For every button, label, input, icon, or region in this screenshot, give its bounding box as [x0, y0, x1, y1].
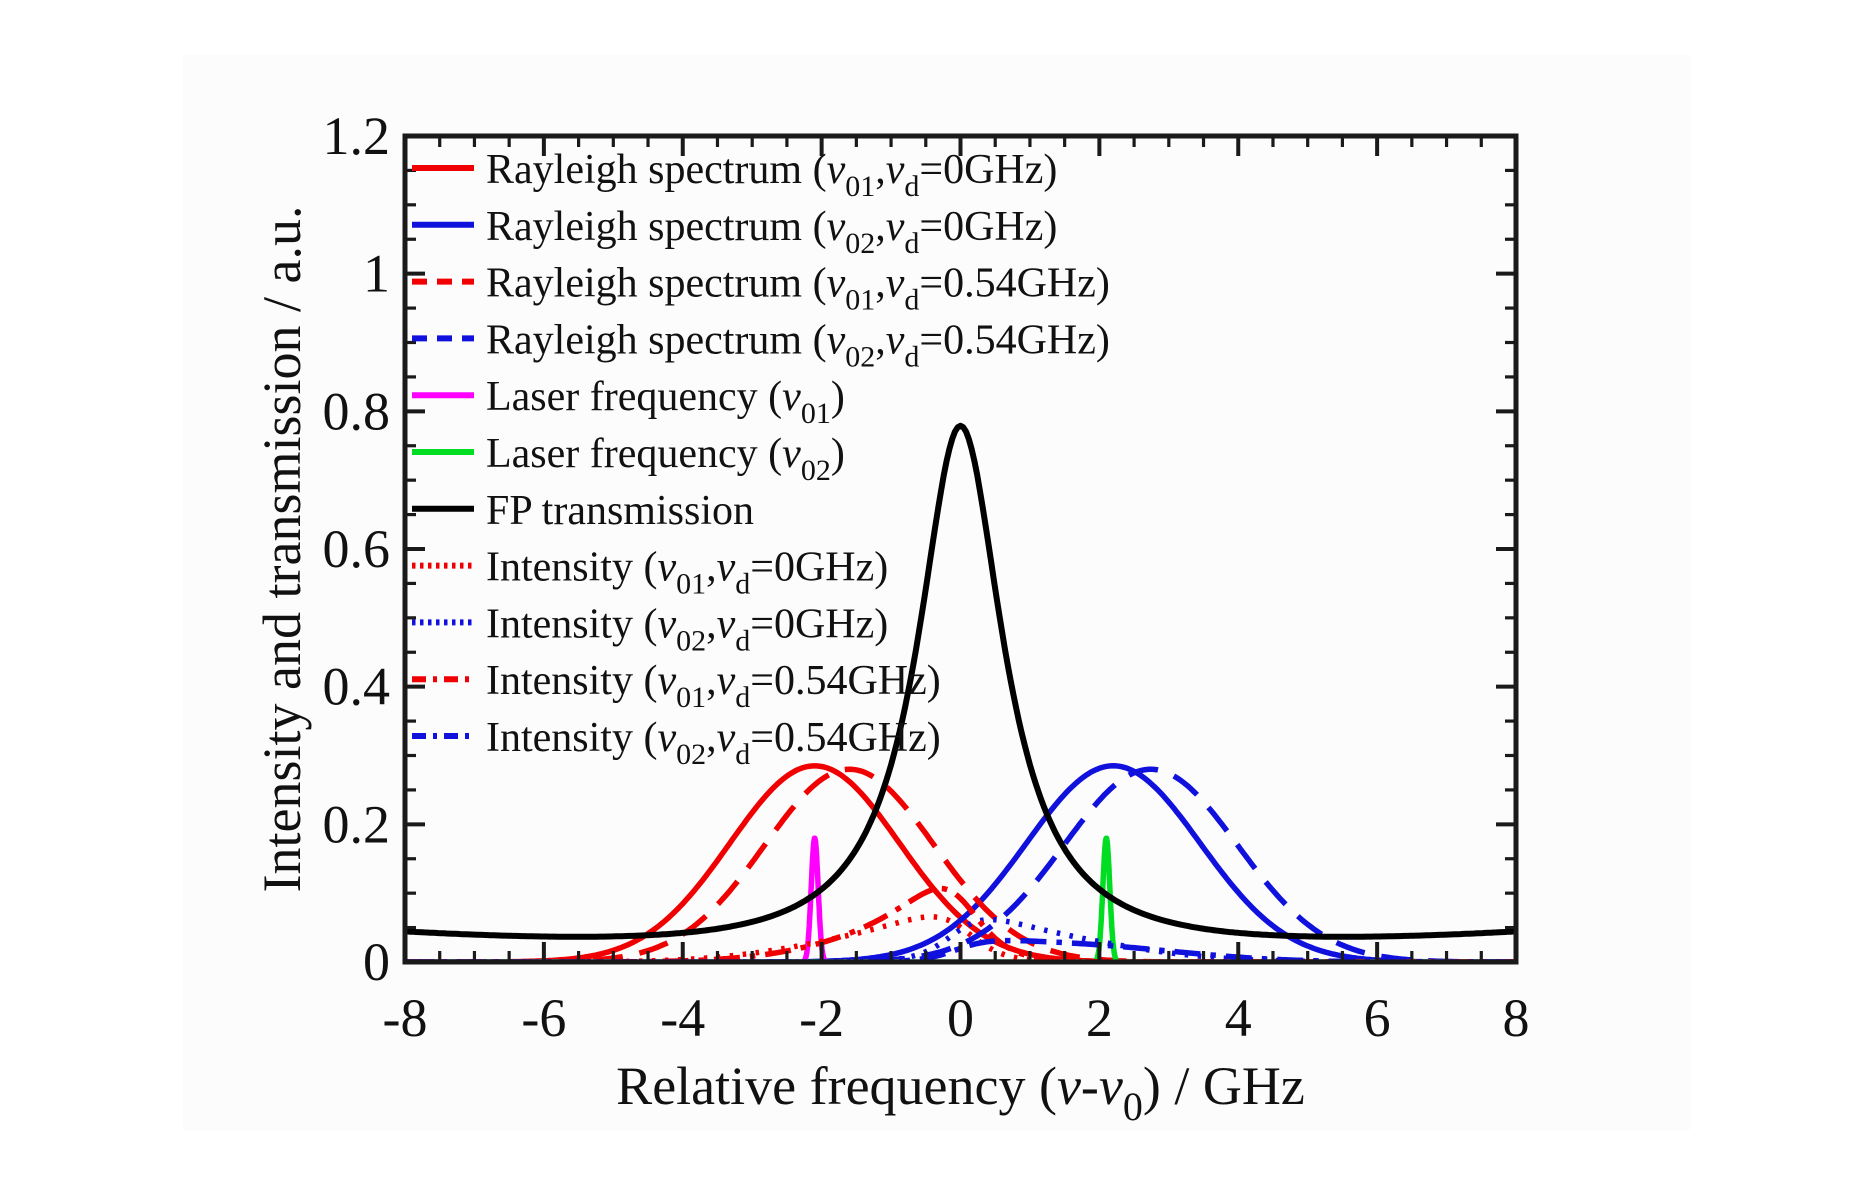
legend-label: Rayleigh spectrum (ν01,νd=0.54GHz) — [486, 261, 1110, 317]
legend: Rayleigh spectrum (ν01,νd=0GHz)Rayleigh … — [412, 147, 1110, 771]
legend-entry: Rayleigh spectrum (ν02,νd=0GHz) — [412, 204, 1057, 260]
legend-entry: Laser frequency (ν02) — [412, 431, 845, 487]
x-axis-label: Relative frequency (ν-ν0) / GHz — [616, 1056, 1305, 1129]
x-tick-label: -6 — [521, 988, 566, 1048]
x-tick-label: 4 — [1225, 988, 1252, 1048]
legend-entry: Intensity (ν01,νd=0GHz) — [412, 545, 888, 601]
legend-entry: Rayleigh spectrum (ν01,νd=0.54GHz) — [412, 261, 1110, 317]
x-tick-label: 8 — [1503, 988, 1530, 1048]
legend-label: Rayleigh spectrum (ν02,νd=0.54GHz) — [486, 317, 1110, 373]
axes — [402, 133, 1519, 965]
y-tick-label: 0.8 — [323, 381, 391, 441]
series-path-int_v01_054 — [405, 885, 1516, 962]
x-tick-label: 0 — [947, 988, 974, 1048]
legend-label: Laser frequency (ν01) — [486, 374, 845, 430]
y-tick-label: 0 — [363, 932, 390, 992]
x-tick-label: -4 — [660, 988, 705, 1048]
legend-label: Rayleigh spectrum (ν01,νd=0GHz) — [486, 147, 1057, 203]
legend-label: Intensity (ν02,νd=0.54GHz) — [486, 715, 941, 771]
series-path-fp — [405, 422, 1516, 940]
legend-label: FP transmission — [486, 488, 754, 534]
legend-label: Laser frequency (ν02) — [486, 431, 845, 487]
y-tick-label: 0.2 — [323, 794, 391, 854]
y-axis-label: Intensity and transmission / a.u. — [252, 206, 312, 893]
x-tick-label: 6 — [1364, 988, 1391, 1048]
x-tick-label: 2 — [1086, 988, 1113, 1048]
legend-label: Intensity (ν01,νd=0GHz) — [486, 545, 888, 601]
x-tick-label: -2 — [799, 988, 844, 1048]
legend-label: Intensity (ν01,νd=0.54GHz) — [486, 658, 941, 714]
tick-labels: -8 -6 -4 -2 0 2 4 6 8 0 0.2 0.4 0.6 0.8 1 1.2 — [323, 106, 1530, 1048]
x-tick-label: -8 — [383, 988, 428, 1048]
series-path-rayleigh_v01_054 — [405, 766, 1516, 962]
legend-label: Rayleigh spectrum (ν02,νd=0GHz) — [486, 204, 1057, 260]
y-tick-label: 1.2 — [323, 106, 391, 166]
legend-entry: Intensity (ν02,νd=0.54GHz) — [412, 715, 941, 771]
legend-entry: Intensity (ν01,νd=0.54GHz) — [412, 658, 941, 714]
legend-entry: Rayleigh spectrum (ν01,νd=0GHz) — [412, 147, 1057, 203]
axis-labels: Intensity and transmission / a.u. Relati… — [252, 206, 1305, 1129]
legend-label: Intensity (ν02,νd=0GHz) — [486, 601, 888, 657]
y-tick-label: 0.4 — [323, 657, 391, 717]
y-tick-label: 1 — [363, 244, 390, 304]
legend-entry: Rayleigh spectrum (ν02,νd=0.54GHz) — [412, 317, 1110, 373]
legend-entry: FP transmission — [412, 488, 754, 534]
y-tick-label: 0.6 — [323, 519, 391, 579]
legend-entry: Intensity (ν02,νd=0GHz) — [412, 601, 888, 657]
series-path-rayleigh_v02_0 — [405, 763, 1516, 962]
legend-entry: Laser frequency (ν01) — [412, 374, 845, 430]
